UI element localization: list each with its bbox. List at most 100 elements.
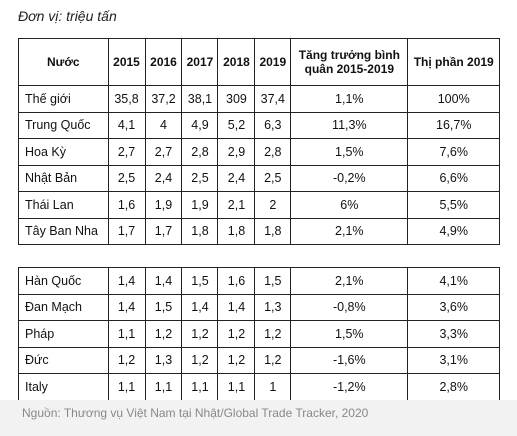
value-cell: 1,2	[217, 320, 256, 348]
value-cell: 1,2	[217, 346, 256, 374]
value-cell: 2,8	[254, 138, 292, 166]
value-cell: -0,8%	[290, 293, 409, 321]
country-cell: Trung Quốc	[18, 111, 109, 139]
value-cell: -0,2%	[290, 164, 409, 192]
value-cell: 16,7%	[407, 111, 500, 139]
value-cell: 4,9	[181, 111, 219, 139]
value-cell: 3,3%	[407, 320, 500, 348]
value-cell: 2,7	[107, 138, 146, 166]
value-cell: 1,6	[217, 267, 256, 295]
data-row: Hàn Quốc 1,4 1,4 1,5 1,6 1,5 2,1% 4,1%	[18, 267, 500, 295]
value-cell: 6,6%	[407, 164, 500, 192]
header-cell: 2018	[217, 38, 256, 86]
value-cell: 1,7	[107, 217, 146, 245]
data-row: Italy 1,1 1,1 1,1 1,1 1 -1,2% 2,8%	[18, 373, 500, 401]
data-row: Đan Mạch 1,4 1,5 1,4 1,4 1,3 -0,8% 3,6%	[18, 293, 500, 321]
value-cell: 1,5	[144, 293, 183, 321]
value-cell: 2,4	[217, 164, 256, 192]
value-cell: 1,4	[217, 293, 256, 321]
value-cell: 1,1	[217, 373, 256, 401]
value-cell: 2,7	[144, 138, 183, 166]
value-cell: 11,3%	[290, 111, 409, 139]
value-cell: 2,5	[181, 164, 219, 192]
value-cell: 1,1	[107, 373, 146, 401]
value-cell: 100%	[407, 85, 500, 113]
header-cell: 2017	[181, 38, 219, 86]
value-cell: 2,1%	[290, 267, 409, 295]
value-cell: 1,5	[181, 267, 219, 295]
country-cell: Thế giới	[18, 85, 109, 113]
unit-note: Đơn vị: triệu tấn	[18, 8, 117, 24]
value-cell: 1,3	[254, 293, 292, 321]
data-row: Thế giới 35,8 37,2 38,1 309 37,4 1,1% 100%	[18, 85, 500, 113]
value-cell: 1,2	[254, 346, 292, 374]
data-table: Nước 2015 2016 2017 2018 2019 Tăng trưởng bình…	[18, 38, 500, 401]
spacer-row	[18, 244, 500, 268]
data-row: Đức 1,2 1,3 1,2 1,2 1,2 -1,6% 3,1%	[18, 346, 500, 374]
value-cell: 1,4	[144, 267, 183, 295]
data-row: Tây Ban Nha 1,7 1,7 1,8 1,8 1,8 2,1% 4,9%	[18, 217, 500, 245]
header-cell: Nước	[18, 38, 109, 86]
country-cell: Thái Lan	[18, 191, 109, 219]
value-cell: 4,1%	[407, 267, 500, 295]
value-cell: -1,2%	[290, 373, 409, 401]
value-cell: 1,8	[254, 217, 292, 245]
data-row: Pháp 1,1 1,2 1,2 1,2 1,2 1,5% 3,3%	[18, 320, 500, 348]
value-cell: 2,1%	[290, 217, 409, 245]
value-cell: 1,1%	[290, 85, 409, 113]
value-cell: 2,5	[107, 164, 146, 192]
header-row: Nước 2015 2016 2017 2018 2019 Tăng trưởng bình…	[18, 38, 500, 86]
value-cell: 2,8%	[407, 373, 500, 401]
value-cell: 1,2	[181, 320, 219, 348]
value-cell: 6%	[290, 191, 409, 219]
value-cell: 2,9	[217, 138, 256, 166]
data-row: Hoa Kỳ 2,7 2,7 2,8 2,9 2,8 1,5% 7,6%	[18, 138, 500, 166]
value-cell: 1,6	[107, 191, 146, 219]
value-cell: 1,9	[144, 191, 183, 219]
value-cell: 2,1	[217, 191, 256, 219]
value-cell: -1,6%	[290, 346, 409, 374]
value-cell: 35,8	[107, 85, 146, 113]
value-cell: 2,8	[181, 138, 219, 166]
country-cell: Italy	[18, 373, 109, 401]
value-cell: 1	[254, 373, 292, 401]
value-cell: 1,7	[144, 217, 183, 245]
value-cell: 4,1	[107, 111, 146, 139]
data-row: Trung Quốc 4,1 4 4,9 5,2 6,3 11,3% 16,7%	[18, 111, 500, 139]
source-note: Nguồn: Thương vụ Việt Nam tại Nhật/Globa…	[22, 406, 369, 420]
value-cell: 1,5%	[290, 320, 409, 348]
header-cell: Tăng trưởng bình quân 2015-2019	[290, 38, 409, 86]
country-cell: Pháp	[18, 320, 109, 348]
value-cell: 1,3	[144, 346, 183, 374]
data-row: Thái Lan 1,6 1,9 1,9 2,1 2 6% 5,5%	[18, 191, 500, 219]
value-cell: 2	[254, 191, 292, 219]
header-cell: 2015	[107, 38, 146, 86]
value-cell: 4,9%	[407, 217, 500, 245]
country-cell: Đức	[18, 346, 109, 374]
value-cell: 1,8	[217, 217, 256, 245]
country-cell: Nhật Bản	[18, 164, 109, 192]
country-cell: Đan Mạch	[18, 293, 109, 321]
spacer-cell	[18, 244, 500, 268]
header-cell: 2019	[254, 38, 292, 86]
value-cell: 1,8	[181, 217, 219, 245]
header-cell: 2016	[144, 38, 183, 86]
value-cell: 1,2	[254, 320, 292, 348]
value-cell: 37,2	[144, 85, 183, 113]
value-cell: 5,2	[217, 111, 256, 139]
value-cell: 1,4	[107, 293, 146, 321]
data-row: Nhật Bản 2,5 2,4 2,5 2,4 2,5 -0,2% 6,6%	[18, 164, 500, 192]
value-cell: 1,5	[254, 267, 292, 295]
value-cell: 1,4	[107, 267, 146, 295]
value-cell: 1,4	[181, 293, 219, 321]
value-cell: 309	[217, 85, 256, 113]
value-cell: 1,1	[144, 373, 183, 401]
value-cell: 1,2	[181, 346, 219, 374]
value-cell: 1,1	[107, 320, 146, 348]
value-cell: 38,1	[181, 85, 219, 113]
country-cell: Tây Ban Nha	[18, 217, 109, 245]
value-cell: 2,5	[254, 164, 292, 192]
value-cell: 1,2	[144, 320, 183, 348]
value-cell: 1,9	[181, 191, 219, 219]
